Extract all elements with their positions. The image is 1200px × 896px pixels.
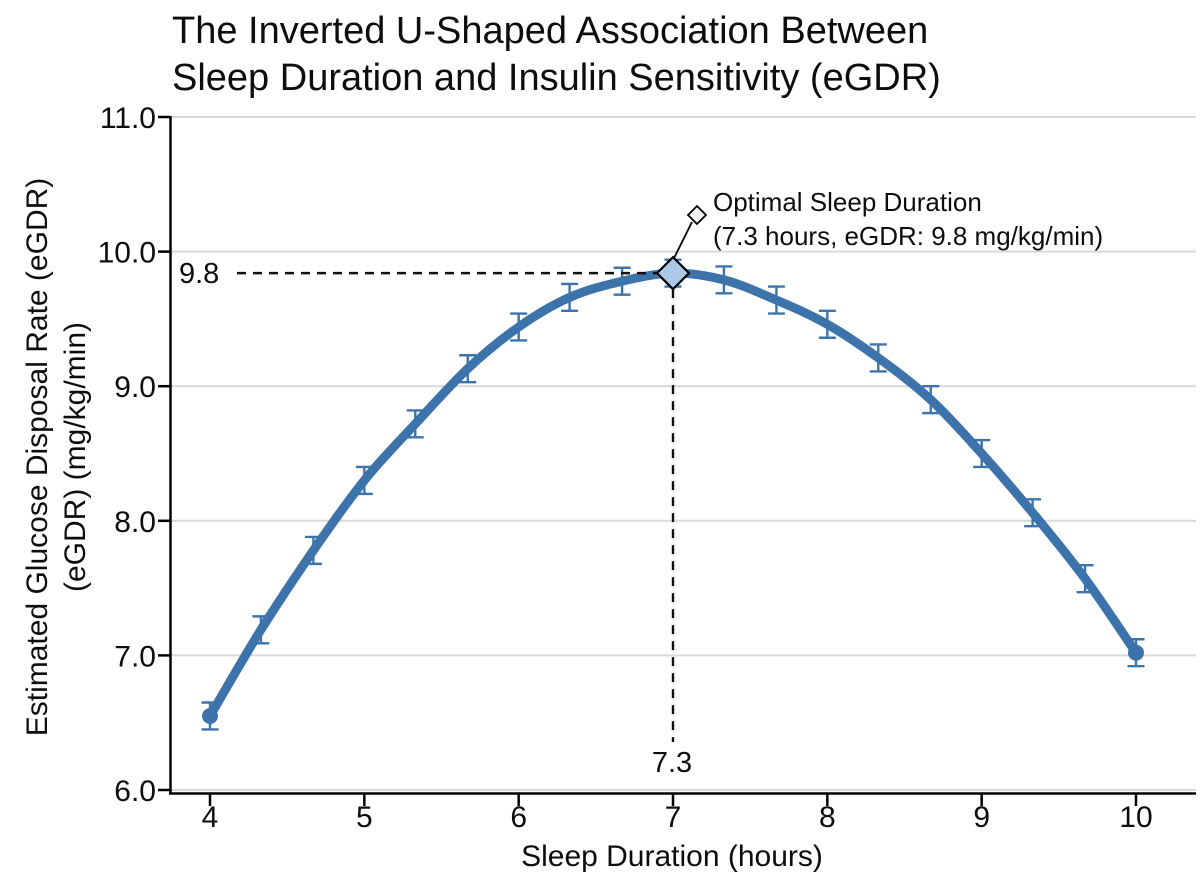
y-tick-label: 6.0 — [114, 775, 156, 808]
y-tick-label: 11.0 — [100, 102, 156, 135]
y-tick-label: 8.0 — [114, 506, 156, 539]
y-reference-value-label: 9.8 — [179, 258, 220, 290]
x-tick-label: 6 — [510, 801, 527, 834]
x-tick-label: 8 — [819, 801, 836, 834]
peak-diamond-marker — [655, 255, 691, 291]
y-tick-label: 7.0 — [114, 640, 156, 673]
annotation-diamond-marker — [686, 204, 708, 226]
y-axis-title: Estimated Glucose Disposal Rate (eGDR) (… — [19, 57, 95, 857]
chart-title: The Inverted U-Shaped Association Betwee… — [172, 8, 941, 102]
x-tick-label: 10 — [1119, 801, 1152, 834]
y-tick-label: 9.0 — [114, 371, 156, 404]
chart-title-line1: The Inverted U-Shaped Association Betwee… — [172, 10, 929, 52]
x-reference-value-label: 7.3 — [651, 747, 693, 779]
peak-annotation-sublabel: (7.3 hours, eGDR: 9.8 mg/kg/min) — [713, 221, 1104, 251]
chart-title-line2: Sleep Duration and Insulin Sensitivity (… — [172, 57, 941, 99]
curve-endpoint-left — [202, 707, 218, 724]
annotation-connector-line — [673, 221, 693, 259]
y-tick-label: 10.0 — [98, 237, 156, 270]
x-axis-title: Sleep Duration (hours) — [521, 840, 823, 873]
peak-annotation-label: Optimal Sleep Duration — [713, 187, 982, 217]
x-tick-label: 5 — [356, 801, 373, 834]
curve-endpoint-right — [1127, 644, 1144, 661]
y-axis-title-line1: Estimated Glucose Disposal Rate (eGDR) — [21, 177, 54, 737]
x-tick-label: 7 — [665, 801, 682, 834]
y-axis-title-line2: (eGDR) (mg/kg/min) — [59, 322, 92, 593]
x-tick-label: 4 — [202, 801, 219, 834]
x-tick-label: 9 — [973, 801, 990, 834]
